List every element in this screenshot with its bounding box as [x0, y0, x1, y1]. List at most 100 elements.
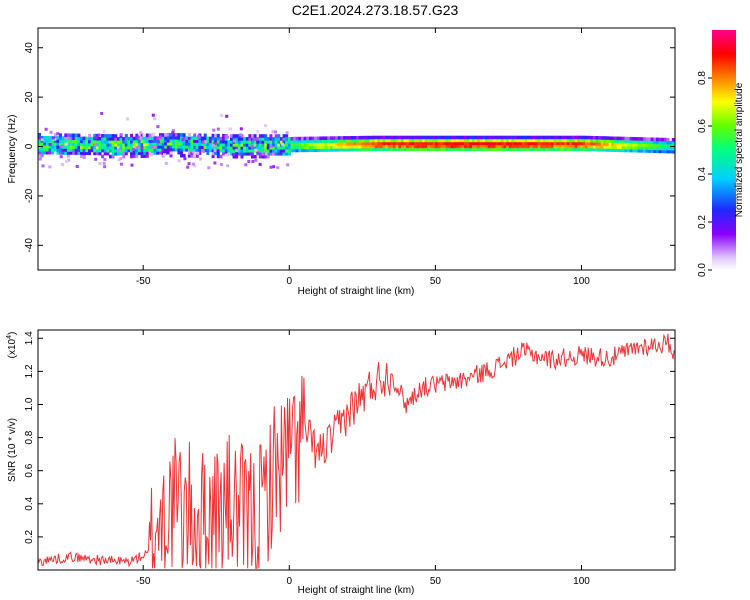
spectrogram-cell: [106, 145, 110, 150]
spectrogram-cell: [343, 148, 347, 152]
spectrogram-cell: [98, 145, 102, 150]
spectrogram-cell: [606, 136, 609, 140]
spectrogram-cell: [432, 144, 436, 149]
spectrogram-cell: [406, 141, 410, 146]
spectrogram-cell: [122, 145, 126, 150]
spectrogram-cell: [66, 133, 70, 137]
spectrogram-cell: [214, 145, 218, 150]
spectrogram-cell: [269, 149, 273, 153]
spectrogram-x-axis: -50 0 50 100: [136, 28, 590, 287]
spectrogram-cell: [422, 138, 425, 143]
spectrogram-cell: [616, 139, 620, 144]
spectrogram-cell: [122, 154, 126, 159]
spectrogram-cell: [95, 151, 99, 156]
spectrogram-cell: [245, 149, 249, 153]
spectrogram-cell: [369, 138, 373, 143]
spectrogram-cell: [187, 145, 191, 149]
spectrogram-cell: [159, 135, 163, 139]
spectrogram-cell: [361, 147, 365, 152]
spectrogram-cell: [140, 148, 144, 152]
spectrogram-cell: [208, 136, 212, 141]
spectrogram-cell: [159, 145, 162, 149]
spectrogram-cell: [269, 152, 273, 156]
spectrogram-cell: [264, 134, 268, 138]
spectrogram-cell: [127, 148, 131, 153]
spectrogram-cell: [45, 136, 49, 140]
spectrogram-cell: [585, 144, 588, 149]
spectrogram-cell: [56, 142, 60, 146]
spectrogram-cell: [464, 144, 467, 149]
spectrogram-cell: [498, 141, 502, 146]
spectrogram-cell: [343, 136, 347, 140]
spectrogram-cell: [187, 154, 191, 158]
spectrogram-cell: [366, 135, 370, 140]
spectrogram-cell: [469, 141, 473, 146]
spectrogram-cell: [124, 136, 128, 141]
spectrogram-cell: [640, 140, 644, 144]
spectrogram-cell: [372, 138, 375, 143]
spectrogram-cell: [322, 148, 325, 152]
spectrogram-cell: [43, 136, 47, 140]
spectrogram-cell: [114, 146, 118, 150]
spectrogram-cell: [440, 135, 444, 140]
spectrogram-cell: [248, 143, 252, 147]
spectrogram-cell: [166, 147, 170, 152]
spectrogram-cell: [648, 137, 652, 141]
spectrogram-cell: [608, 142, 612, 146]
spectrogram-cell: [669, 149, 673, 154]
spectrogram-cell: [627, 145, 631, 150]
spectrogram-cell: [109, 148, 112, 153]
spectrogram-cell: [111, 134, 115, 138]
spectrogram-cell: [77, 142, 81, 147]
spectrogram-cell: [398, 141, 402, 146]
spectrogram-cell: [140, 151, 144, 155]
spectrogram-cell: [471, 144, 475, 149]
spectrogram-cell: [443, 141, 446, 146]
spectrogram-cell: [545, 147, 549, 152]
spectrogram-cell: [311, 139, 315, 144]
spectrogram-cell: [143, 154, 147, 158]
spectrogram-cell: [516, 147, 520, 152]
spectrogram-cell: [372, 141, 375, 146]
spectrogram-cell: [198, 142, 202, 146]
spectrogram-cell: [75, 165, 79, 168]
spectrogram-cell: [251, 146, 254, 150]
spectrogram-cell: [414, 138, 418, 143]
spectrogram-cell: [43, 147, 47, 152]
spectrogram-cell: [38, 132, 41, 137]
spectrogram-cell: [656, 143, 659, 148]
spectrogram-cell: [482, 141, 486, 146]
spectrogram-cell: [119, 151, 123, 156]
spectrogram-cell: [98, 136, 102, 141]
spectrogram-cell: [611, 148, 615, 152]
spectrogram-cell: [195, 154, 199, 158]
spectrogram-cell: [235, 146, 239, 150]
spectrogram-cell: [190, 148, 194, 152]
spectrogram-cell: [130, 139, 133, 144]
spectrogram-cell: [140, 139, 144, 144]
spectrogram-cell: [314, 139, 318, 144]
spectrogram-cell: [358, 135, 362, 140]
spectrogram-cell: [635, 140, 638, 144]
spectrogram-cell: [264, 143, 268, 147]
spectrogram-cell: [582, 144, 586, 149]
spectrogram-cell: [642, 140, 646, 144]
spectrogram-cell: [303, 145, 307, 150]
spectrogram-cell: [195, 136, 199, 140]
spectrogram-cell: [106, 151, 110, 156]
spectrogram-cell: [248, 146, 252, 150]
spectrogram-cell: [276, 166, 280, 170]
spectrogram-cell: [485, 147, 489, 152]
spectrogram-cell: [119, 145, 123, 150]
spectrogram-cell: [232, 143, 236, 147]
spectrogram-cell: [569, 147, 573, 152]
spectrogram-cell: [88, 151, 91, 156]
spectrogram-cell: [516, 135, 520, 140]
spectrogram-cell: [295, 139, 299, 144]
spectrogram-cell: [264, 146, 268, 150]
spectrogram-cell: [514, 147, 517, 152]
spectrogram-cell: [479, 135, 483, 140]
spectrogram-cell: [190, 145, 194, 149]
spectrogram-cell: [663, 146, 667, 151]
spectrogram-cell: [490, 147, 494, 152]
